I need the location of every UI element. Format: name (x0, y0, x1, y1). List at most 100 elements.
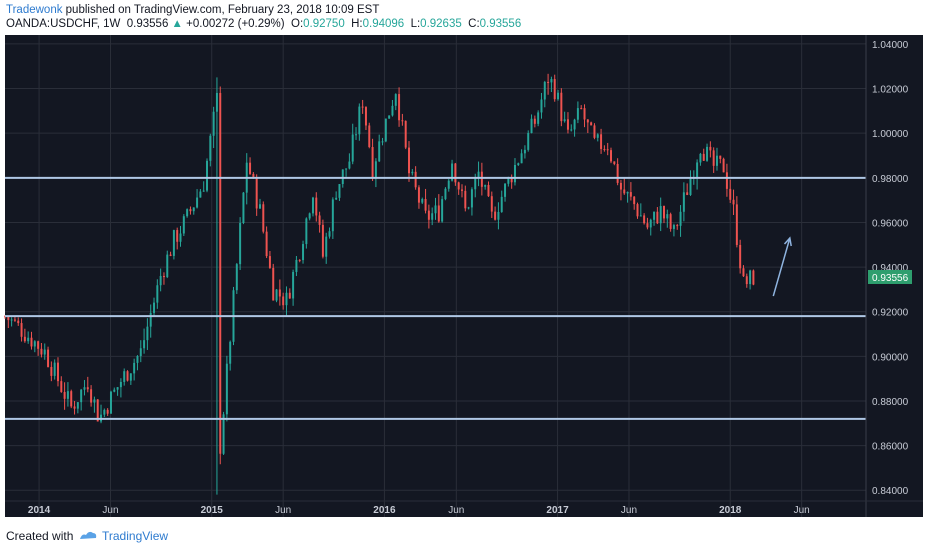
published-text: published on TradingView.com, February 2… (62, 4, 380, 16)
author-link[interactable]: Tradewonk (6, 4, 63, 16)
candle-body (169, 254, 172, 256)
candle-body (646, 223, 649, 228)
candle-body (86, 387, 89, 390)
candle-body (411, 171, 414, 174)
candle-body (712, 150, 715, 166)
candle-body (497, 211, 500, 220)
candle-body (43, 349, 46, 355)
candle-body (229, 341, 232, 364)
candle-body (649, 219, 652, 228)
arrow-shaft[interactable] (772, 237, 791, 297)
candle-body (225, 363, 228, 415)
price-tick-label: 0.90000 (872, 352, 909, 363)
candle-body (520, 153, 523, 164)
candle-body (619, 182, 622, 190)
candle-body (186, 209, 189, 217)
candle-body (722, 158, 725, 173)
candle-body (113, 389, 116, 392)
candle-body (162, 275, 165, 278)
candle-body (610, 150, 613, 162)
chart-area[interactable]: 1.04000 1.02000 1.00000 0.98000 0.96000 0.940… (0, 35, 932, 520)
candle-body (106, 409, 109, 414)
symbol-label[interactable]: OANDA:USDCHF, 1W (6, 18, 121, 30)
candle-body (139, 348, 142, 357)
candle-body (580, 108, 583, 110)
candle-body (209, 135, 212, 161)
candle-body (143, 340, 146, 349)
created-with-text: Created with (6, 529, 74, 543)
candle-body (537, 112, 540, 124)
candle-body (735, 204, 738, 245)
chart-header: Tradewonk published on TradingView.com, … (0, 0, 932, 35)
time-tick-label: 2016 (373, 505, 396, 516)
candle-body (338, 184, 341, 198)
candle-body (302, 244, 305, 261)
candle-body (507, 177, 510, 184)
candle-body (288, 292, 291, 299)
candle-body (629, 192, 632, 197)
candle-body (484, 184, 487, 187)
candle-body (706, 146, 709, 161)
candle-body (76, 402, 79, 409)
candle-body (431, 213, 434, 220)
candle-body (414, 171, 417, 188)
candle-body (553, 79, 556, 100)
candle-body (348, 161, 351, 169)
candle-body (80, 389, 83, 403)
price-tick-label: 0.98000 (872, 174, 909, 185)
candle-body (388, 115, 391, 119)
candle-body (517, 163, 520, 166)
candle-body (96, 399, 99, 422)
candle-body (437, 205, 440, 222)
price-axis[interactable]: 1.04000 1.02000 1.00000 0.98000 0.96000 0.940… (865, 35, 912, 517)
candle-body (179, 233, 182, 242)
candle-body (656, 211, 659, 224)
candle-body (745, 276, 748, 285)
candle-body (265, 231, 268, 257)
candle-body (394, 94, 397, 106)
candle-body (639, 215, 642, 217)
candle-body (23, 336, 26, 342)
candle-body (672, 225, 675, 229)
tradingview-logo-icon (80, 531, 97, 539)
candle-body (434, 205, 437, 214)
candle-body (328, 231, 331, 237)
candle-body (494, 211, 497, 220)
candle-body (305, 218, 308, 245)
candle-body (583, 108, 586, 120)
candle-body (480, 171, 483, 187)
high-label: H: (351, 18, 363, 30)
candle-body (70, 391, 73, 407)
price-chart[interactable]: 1.04000 1.02000 1.00000 0.98000 0.96000 0.940… (0, 35, 932, 520)
candle-body (268, 256, 271, 268)
grid-lines (5, 35, 866, 517)
price-tick-label: 0.94000 (872, 263, 909, 274)
time-axis[interactable]: 2014 Jun 2015 Jun 2016 Jun 2017 Jun 2018 Jun (5, 500, 923, 516)
candle-body (477, 171, 480, 179)
candle-body (93, 399, 96, 403)
candle-body (258, 204, 261, 209)
candle-body (252, 173, 255, 177)
up-triangle-icon: ▲ (171, 18, 183, 30)
candle-body (659, 206, 662, 224)
candle-body (275, 289, 278, 301)
candle-body (696, 162, 699, 178)
candle-body (616, 163, 619, 183)
candle-body (56, 362, 59, 382)
high-value: 0.94096 (362, 18, 405, 30)
candle-body (159, 275, 162, 286)
candle-body (709, 146, 712, 151)
candle-body (487, 184, 490, 197)
ohlc-line: OANDA:USDCHF, 1W 0.93556 ▲ +0.00272 (+0.… (6, 18, 521, 30)
last-price: 0.93556 (126, 18, 169, 30)
close-value: 0.93556 (479, 18, 522, 30)
candle-body (364, 107, 367, 126)
candle-body (576, 108, 579, 120)
candle-body (90, 389, 93, 403)
candle-body (172, 230, 175, 256)
candle-body (457, 182, 460, 190)
tradingview-brand-link[interactable]: TradingView (102, 529, 169, 543)
candle-body (533, 118, 536, 124)
arrow-head[interactable] (783, 236, 792, 247)
time-tick-label: 2017 (546, 505, 569, 516)
